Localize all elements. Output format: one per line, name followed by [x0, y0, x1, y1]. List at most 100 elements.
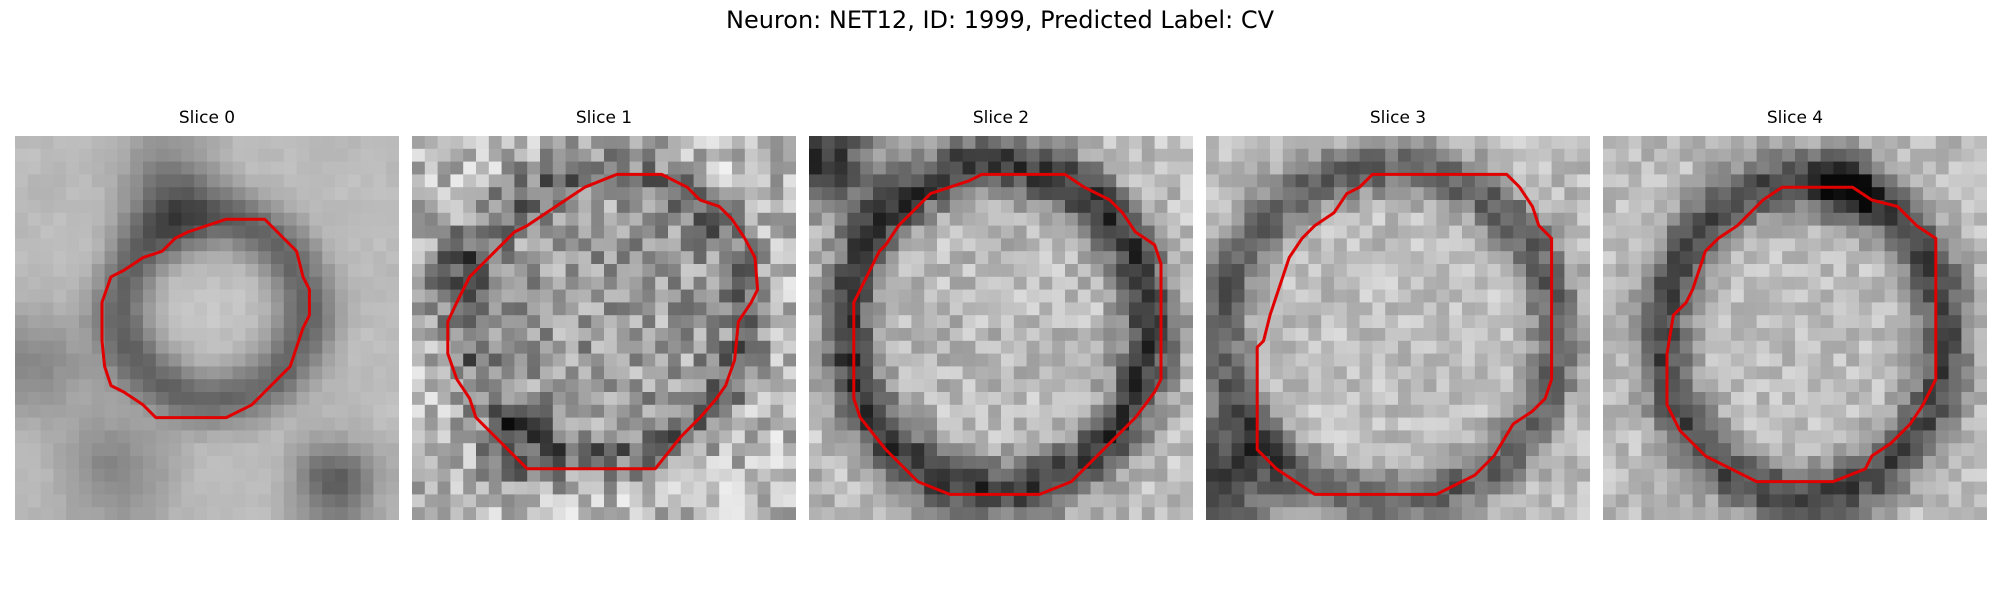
image-pixel [1001, 315, 1015, 329]
image-pixel [1910, 302, 1924, 316]
image-pixel [1065, 238, 1079, 252]
image-pixel [1462, 212, 1476, 226]
image-pixel [488, 302, 502, 316]
image-pixel [360, 507, 374, 520]
image-pixel [40, 366, 54, 380]
image-pixel [693, 238, 707, 252]
image-pixel [680, 148, 694, 162]
image-pixel [514, 443, 528, 457]
image-pixel [283, 225, 297, 239]
image-pixel [1743, 302, 1757, 316]
image-pixel [1564, 212, 1578, 226]
image-pixel [309, 225, 323, 239]
image-pixel [463, 289, 477, 303]
image-pixel [1398, 289, 1412, 303]
image-pixel [168, 404, 182, 418]
image-pixel [437, 276, 451, 290]
image-pixel [616, 443, 630, 457]
image-pixel [1871, 251, 1885, 265]
image-pixel [1218, 212, 1232, 226]
image-pixel [386, 507, 399, 520]
image-pixel [757, 225, 771, 239]
image-pixel [245, 200, 259, 214]
image-pixel [1833, 225, 1847, 239]
image-pixel [181, 392, 195, 406]
image-pixel [1359, 379, 1373, 393]
image-pixel [322, 264, 336, 278]
image-pixel [1001, 276, 1015, 290]
image-pixel [117, 315, 131, 329]
image-pixel [1654, 276, 1668, 290]
image-pixel [1449, 456, 1463, 470]
image-pixel [1961, 200, 1975, 214]
image-pixel [1615, 404, 1629, 418]
image-pixel [770, 276, 784, 290]
image-pixel [1833, 353, 1847, 367]
image-pixel [1500, 302, 1514, 316]
image-pixel [322, 136, 336, 150]
image-pixel [616, 174, 630, 188]
image-pixel [924, 366, 938, 380]
image-pixel [655, 200, 669, 214]
image-pixel [629, 353, 643, 367]
image-pixel [591, 276, 605, 290]
image-pixel [27, 379, 41, 393]
image-pixel [1359, 276, 1373, 290]
image-pixel [706, 212, 720, 226]
image-pixel [1116, 302, 1130, 316]
image-pixel [540, 251, 554, 265]
image-pixel [40, 289, 54, 303]
image-pixel [1500, 212, 1514, 226]
image-pixel [937, 161, 951, 175]
image-pixel [322, 481, 336, 495]
image-pixel [809, 212, 823, 226]
image-pixel [1961, 417, 1975, 431]
image-pixel [962, 456, 976, 470]
image-pixel [1449, 302, 1463, 316]
image-pixel [988, 200, 1002, 214]
image-pixel [1871, 366, 1885, 380]
image-pixel [565, 302, 579, 316]
image-pixel [1039, 417, 1053, 431]
image-pixel [309, 340, 323, 354]
image-pixel [1398, 443, 1412, 457]
image-pixel [412, 136, 426, 150]
image-pixel [15, 468, 29, 482]
image-pixel [1244, 507, 1258, 520]
image-pixel [1948, 200, 1962, 214]
image-pixel [1321, 353, 1335, 367]
image-pixel [1833, 379, 1847, 393]
image-pixel [924, 379, 938, 393]
image-pixel [949, 200, 963, 214]
image-pixel [219, 379, 233, 393]
image-pixel [1923, 404, 1937, 418]
image-pixel [1820, 328, 1834, 342]
image-pixel [1474, 417, 1488, 431]
image-pixel [1769, 340, 1783, 354]
image-pixel [1218, 404, 1232, 418]
image-pixel [1270, 264, 1284, 278]
image-pixel [1679, 366, 1693, 380]
image-pixel [1615, 379, 1629, 393]
image-pixel [1769, 417, 1783, 431]
image-pixel [578, 289, 592, 303]
image-pixel [219, 225, 233, 239]
image-pixel [680, 340, 694, 354]
image-pixel [988, 353, 1002, 367]
image-pixel [347, 417, 361, 431]
image-pixel [1897, 430, 1911, 444]
image-pixel [1321, 251, 1335, 265]
image-pixel [1846, 430, 1860, 444]
image-pixel [104, 443, 118, 457]
image-pixel [258, 264, 272, 278]
image-pixel [885, 276, 899, 290]
image-pixel [1129, 148, 1143, 162]
image-pixel [1526, 174, 1540, 188]
image-pixel [809, 507, 823, 520]
image-pixel [1500, 366, 1514, 380]
image-pixel [66, 392, 80, 406]
image-pixel [271, 507, 285, 520]
image-pixel [117, 276, 131, 290]
image-pixel [1385, 468, 1399, 482]
image-pixel [1013, 200, 1027, 214]
